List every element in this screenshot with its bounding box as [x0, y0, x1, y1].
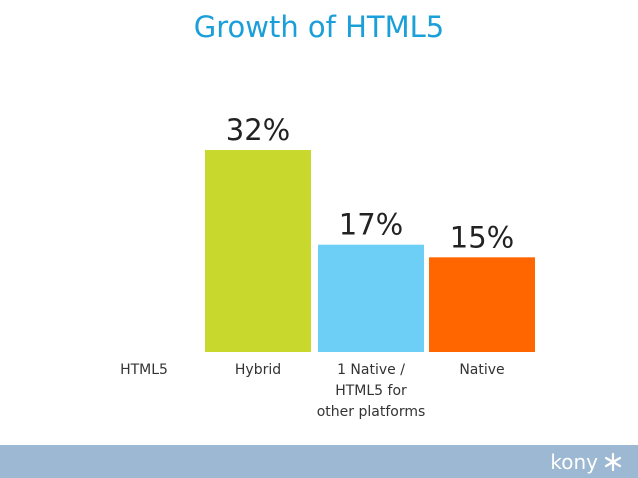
- category-label-1: HTML5: [120, 362, 168, 378]
- data-label-4: 15%: [450, 220, 514, 254]
- brand-name: kony: [550, 450, 598, 474]
- category-label-3: 1 Native / HTML5 for other platforms: [317, 362, 426, 420]
- bar-3: [318, 244, 424, 352]
- footer-bar: kony: [0, 445, 638, 478]
- slide-title: Growth of HTML5: [193, 10, 445, 44]
- data-label-3: 17%: [339, 208, 403, 242]
- bar-4: [429, 257, 535, 352]
- brand-logo: kony: [550, 449, 624, 475]
- bar-2: [205, 150, 311, 352]
- category-label-2: Hybrid: [235, 362, 281, 378]
- kony-asterisk-icon: [604, 452, 622, 472]
- data-label-2: 32%: [226, 113, 290, 147]
- bar-chart: HTML5 32% Hybrid 17% 1 Native / HTML5 for othe…: [120, 113, 535, 420]
- category-label-4: Native: [459, 362, 504, 378]
